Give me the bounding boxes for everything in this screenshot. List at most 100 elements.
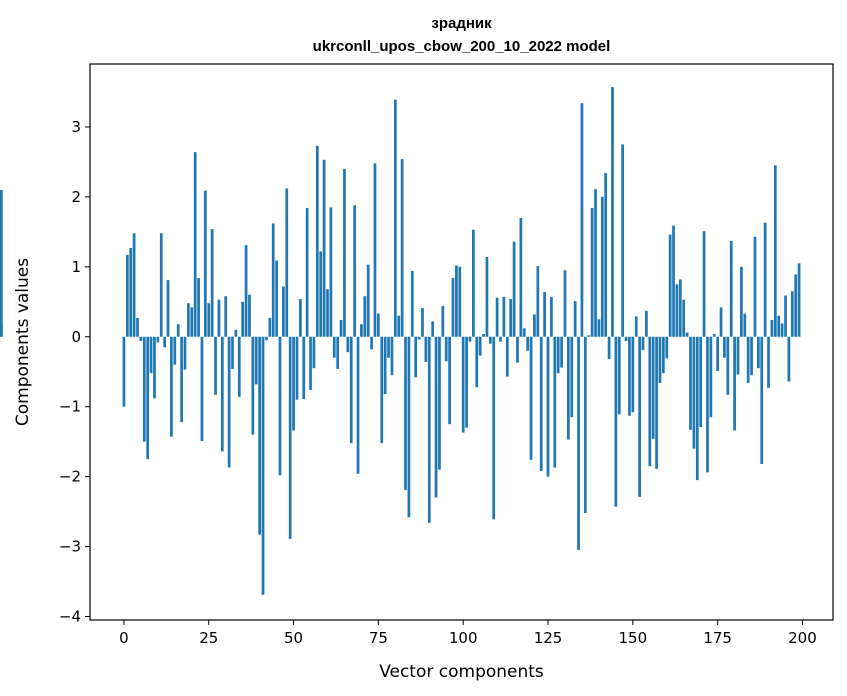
bar: [390, 336, 394, 376]
bar: [217, 299, 221, 337]
bar: [614, 336, 618, 507]
bar: [621, 144, 625, 337]
bar: [207, 303, 211, 337]
bar: [319, 251, 323, 337]
bar: [360, 324, 363, 337]
x-tick-label: 75: [369, 629, 388, 647]
bar: [651, 336, 655, 439]
bar: [448, 336, 451, 425]
bar: [519, 217, 523, 337]
bar: [767, 336, 770, 388]
bar: [441, 305, 445, 337]
bar: [309, 336, 312, 390]
bar: [662, 336, 665, 374]
bar: [288, 336, 292, 539]
bar: [163, 336, 166, 348]
bar: [760, 336, 764, 465]
bar: [404, 336, 407, 490]
bar: [790, 291, 794, 337]
bar: [611, 87, 614, 337]
bar: [461, 336, 465, 433]
x-axis-label: Vector components: [379, 662, 544, 682]
bar: [740, 266, 743, 337]
bar: [675, 284, 679, 337]
bar: [750, 336, 753, 376]
bar: [553, 336, 557, 468]
bar: [536, 266, 540, 337]
bar: [366, 264, 370, 337]
bar: [784, 295, 787, 337]
bar: [634, 316, 638, 337]
bar: [594, 189, 597, 337]
bar: [149, 336, 153, 374]
bar: [139, 336, 143, 341]
bar: [353, 205, 356, 337]
bar: [719, 307, 723, 337]
bar: [780, 323, 784, 337]
bar: [268, 317, 272, 337]
x-tick-label: 175: [703, 629, 732, 647]
y-tick-label: −1: [59, 398, 81, 416]
bar: [248, 294, 251, 337]
bar: [387, 336, 390, 358]
bar: [292, 336, 295, 431]
bar: [397, 315, 401, 337]
bar: [577, 336, 580, 551]
bar: [421, 308, 424, 337]
bar: [723, 336, 726, 358]
bar: [383, 336, 387, 395]
bar: [407, 336, 411, 518]
bar: [492, 336, 496, 520]
x-tick-label: 50: [284, 629, 303, 647]
bar: [295, 336, 299, 400]
bar: [743, 313, 747, 337]
bar: [241, 301, 245, 337]
bar: [193, 152, 197, 337]
bar: [332, 336, 336, 358]
y-tick-label: 2: [71, 188, 81, 206]
bar: [702, 231, 706, 337]
bar: [773, 165, 777, 337]
bar: [543, 291, 546, 337]
bar: [648, 336, 652, 467]
bar: [655, 336, 658, 469]
bar: [0, 189, 3, 337]
bar: [526, 336, 530, 351]
bar: [438, 336, 441, 470]
bar: [136, 317, 139, 337]
bar: [244, 245, 248, 337]
bar: [465, 336, 468, 428]
bar: [733, 336, 736, 431]
bar: [414, 336, 418, 378]
bar: [472, 229, 475, 337]
bar: [278, 336, 282, 476]
bar: [590, 208, 594, 337]
bar: [763, 222, 767, 337]
bar: [709, 336, 713, 418]
bar: [522, 328, 526, 337]
y-tick-label: −2: [59, 468, 81, 486]
bar: [261, 336, 265, 595]
bar: [583, 336, 587, 513]
bar: [251, 336, 255, 435]
bar: [183, 336, 187, 370]
bar: [485, 257, 489, 337]
bar: [271, 223, 275, 337]
bar: [658, 336, 662, 383]
bar: [400, 159, 404, 337]
bar: [587, 335, 591, 337]
bar: [695, 336, 699, 481]
bar: [482, 333, 485, 337]
bar: [475, 336, 479, 388]
bar: [560, 336, 563, 368]
bar: [689, 336, 692, 430]
y-tick-label: −4: [59, 608, 81, 626]
bar: [159, 233, 163, 337]
bar: [370, 336, 373, 350]
bar: [285, 188, 289, 337]
y-axis-label: Components values: [13, 258, 33, 426]
bar: [125, 254, 129, 337]
bar: [203, 190, 207, 337]
bar: [597, 319, 601, 337]
bar: [410, 271, 414, 337]
